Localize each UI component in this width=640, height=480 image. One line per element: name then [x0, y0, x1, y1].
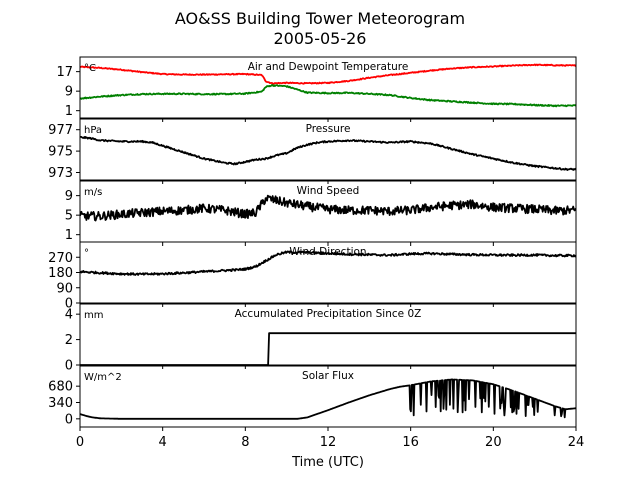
panel-6-ytick-label-2: 680: [48, 380, 73, 395]
panel-1-series-2: [80, 84, 576, 108]
panel-1-unit: °C: [84, 63, 96, 74]
xtick-label-4: 16: [402, 435, 419, 450]
panel-1-title: Air and Dewpoint Temperature: [248, 61, 409, 73]
panel-4-ytick-label-2: 180: [48, 266, 73, 281]
panel-5-ytick-label-2: 4: [65, 308, 73, 323]
panel-3-ytick-label-0: 1: [65, 228, 73, 243]
panel-1: 1 9 17 °C Air and Dewpoint Temperature: [56, 56, 577, 122]
panel-5-series-1: [80, 332, 576, 365]
panel-6-series-1: [80, 378, 576, 420]
panel-2-series-1: [80, 135, 576, 171]
xtick-label-3: 12: [320, 435, 337, 450]
panel-3-series-1: [80, 194, 576, 222]
panel-1-ytick-label-0: 1: [65, 104, 73, 119]
panel-4-ytick-label-0: 0: [65, 297, 73, 312]
panel-6-ytick-label-1: 340: [48, 396, 73, 411]
panel-2-unit: hPa: [84, 125, 102, 136]
panel-4-title: Wind Direction: [289, 246, 366, 258]
panel-3-title: Wind Speed: [297, 185, 360, 197]
panel-2-title: Pressure: [306, 123, 351, 135]
panel-4-unit: °: [84, 248, 89, 259]
xtick-label-5: 20: [485, 435, 502, 450]
figure-title-line2: 2005-05-26: [274, 29, 367, 48]
figure-title-line1: AO&SS Building Tower Meteorogram: [175, 9, 465, 28]
x-axis-label: Time (UTC): [291, 455, 364, 470]
panel-2-ytick-label-2: 977: [48, 123, 73, 138]
panel-3-ytick-label-2: 9: [65, 189, 73, 204]
xtick-label-6: 24: [568, 435, 585, 450]
panel-4-ytick-label-3: 270: [48, 251, 73, 266]
panel-3-unit: m/s: [84, 187, 102, 198]
panel-5: 0 2 4 mm Accumulated Precipitation Since 0Z: [65, 303, 577, 374]
xtick-label-2: 8: [241, 435, 249, 450]
panel-2-ytick-label-0: 973: [48, 166, 73, 181]
panel-5-ytick-label-0: 0: [65, 359, 73, 374]
panel-1-ytick-label-2: 17: [56, 65, 73, 80]
panel-6-unit: W/m^2: [84, 372, 122, 383]
panel-3-ytick-label-1: 5: [65, 209, 73, 224]
panel-3: 1 5 9 m/s Wind Speed: [65, 180, 577, 246]
xtick-label-0: 0: [76, 435, 84, 450]
panel-5-unit: mm: [84, 310, 103, 321]
panel-5-title: Accumulated Precipitation Since 0Z: [235, 308, 422, 320]
panel-1-ytick-label-1: 9: [65, 85, 73, 100]
panel-4-series-1: [80, 250, 576, 276]
panel-2: 973 975 977 hPa Pressure: [48, 118, 577, 184]
panel-2-ytick-label-1: 975: [48, 145, 73, 160]
panel-5-ytick-label-1: 2: [65, 333, 73, 348]
xtick-label-1: 4: [159, 435, 167, 450]
panel-1-series-1: [80, 63, 576, 85]
panel-6-title: Solar Flux: [302, 370, 354, 382]
panel-6-ytick-label-0: 0: [65, 412, 73, 427]
panel-4-ytick-label-1: 90: [56, 281, 73, 296]
